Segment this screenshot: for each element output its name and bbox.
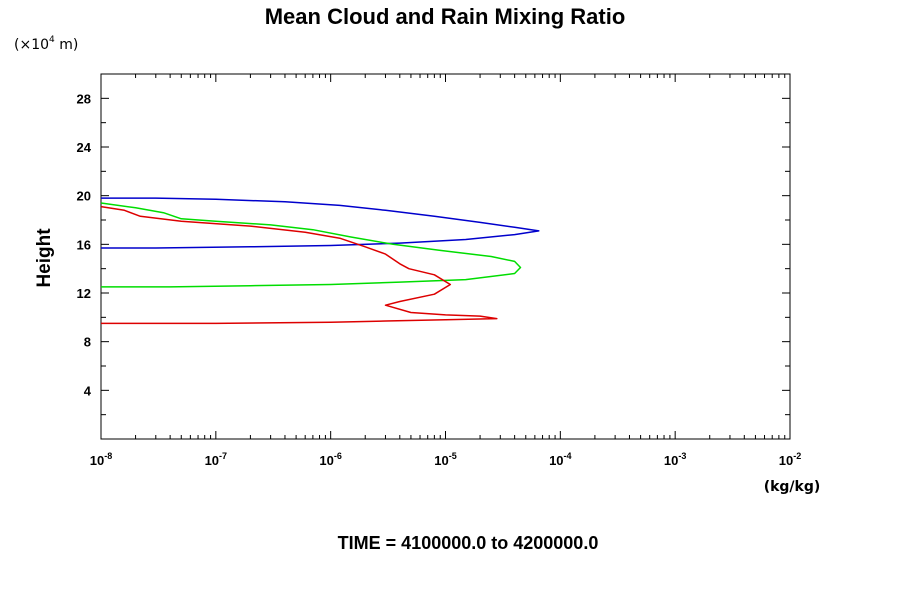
series-group [100, 197, 540, 325]
y-unit-prefix: (×10 [14, 37, 49, 53]
x-tick-label: 10-6 [319, 451, 341, 468]
x-ticks: 10-8 10-7 10-6 10-5 10-4 10-3 10-2 [90, 74, 801, 468]
y-tick-label: 4 [84, 383, 92, 398]
x-tick-label: 10-8 [90, 451, 112, 468]
x-tick-label: 10-7 [205, 451, 227, 468]
time-range-label: TIME = 4100000.0 to 4200000.0 [338, 533, 599, 553]
y-ticks: 4 8 12 16 20 24 28 [77, 91, 790, 416]
chart-title: Mean Cloud and Rain Mixing Ratio [265, 4, 626, 29]
y-unit-exponent: 4 [49, 35, 55, 45]
y-tick-label: 24 [77, 140, 92, 155]
y-axis-label: Height [34, 228, 55, 288]
series-line-1 [101, 197, 540, 249]
y-tick-label: 8 [84, 335, 91, 350]
series-line-2 [100, 202, 522, 288]
x-unit-label: (kg/kg) [764, 479, 821, 495]
x-tick-label: 10-3 [664, 451, 686, 468]
series-line-3 [100, 205, 498, 325]
x-tick-label: 10-4 [549, 451, 571, 468]
y-unit-label: (×104 m) [14, 35, 78, 53]
plot-area-frame [100, 73, 791, 440]
y-tick-label: 16 [77, 237, 91, 252]
x-tick-label: 10-5 [434, 451, 456, 468]
y-tick-label: 20 [77, 189, 91, 204]
y-tick-label: 12 [77, 286, 91, 301]
y-tick-label: 28 [77, 91, 91, 106]
y-unit-suffix: m) [55, 37, 79, 53]
x-tick-label: 10-2 [779, 451, 801, 468]
